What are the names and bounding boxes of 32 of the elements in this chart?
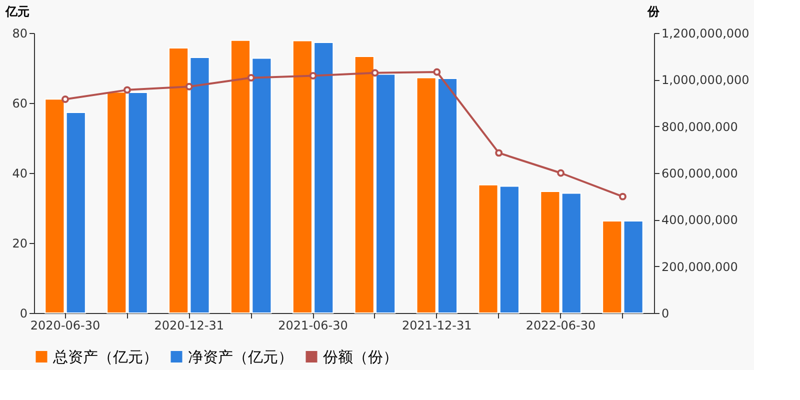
y-tick-label: 60	[12, 96, 28, 110]
point	[371, 69, 379, 77]
point	[123, 86, 131, 94]
point	[62, 96, 70, 103]
point	[557, 169, 565, 177]
y2-tick-label: 800,000,000	[662, 120, 738, 134]
y2-tick-label: 400,000,000	[662, 213, 738, 228]
y2-tick-label: 600,000,000	[662, 166, 738, 180]
x-tick-label: 2020-06-30	[30, 318, 100, 332]
legend-label: 净资产（亿元）	[188, 348, 293, 366]
legend-label: 份额（份）	[323, 348, 398, 366]
point	[495, 149, 503, 157]
y-axis-title: 亿元	[4, 4, 30, 18]
y2-tick-label: 200,000,000	[662, 260, 738, 274]
y2-tick-label: 1,200,000,000	[662, 26, 750, 40]
point	[618, 192, 626, 200]
x-tick-label: 2022-06-30	[526, 318, 596, 332]
y2-axis-title: 份	[646, 4, 660, 18]
legend-label: 总资产（亿元）	[52, 348, 158, 366]
x-tick-label: 2021-12-31	[402, 318, 472, 332]
y-tick-label: 20	[12, 236, 28, 250]
x-tick-label: 2021-06-30	[278, 318, 348, 332]
point	[309, 72, 317, 80]
x-tick-label: 2020-12-31	[154, 318, 224, 332]
point	[247, 74, 255, 82]
y-tick-label: 80	[12, 26, 28, 40]
y2-tick-label: 1,000,000,000	[662, 73, 750, 88]
point	[433, 68, 441, 76]
y-tick-label: 0	[20, 306, 28, 320]
y-tick-label: 40	[12, 166, 28, 180]
y2-tick-label: 0	[662, 306, 670, 320]
point	[185, 82, 193, 90]
